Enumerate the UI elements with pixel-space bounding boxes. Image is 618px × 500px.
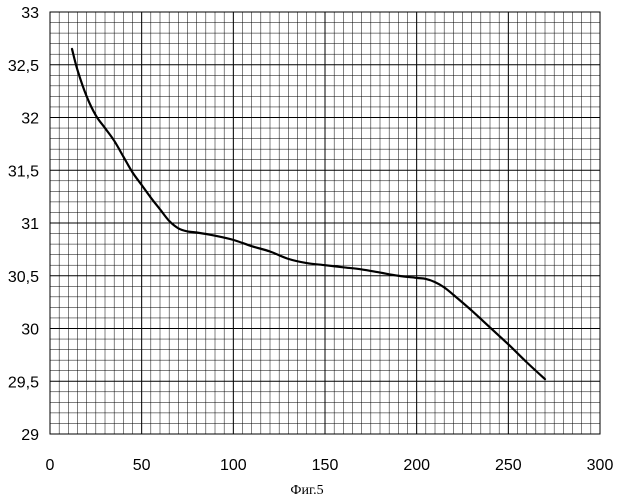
x-tick-label: 250 — [495, 457, 522, 474]
series-layer — [72, 49, 545, 379]
x-tick-labels: 0 50 100 150 200 250 300 — [46, 457, 614, 474]
x-tick-label: 200 — [403, 457, 430, 474]
y-tick-label: 29 — [21, 427, 39, 444]
x-tick-label: 100 — [220, 457, 247, 474]
y-tick-label: 33 — [21, 5, 39, 22]
x-tick-label: 0 — [46, 457, 55, 474]
x-tick-label: 50 — [133, 457, 151, 474]
y-tick-label: 30 — [21, 322, 39, 339]
y-tick-label: 31,5 — [8, 163, 39, 180]
y-tick-labels: 29 29,5 30 30,5 31 31,5 32 32,5 33 — [8, 5, 39, 444]
figure-caption: Фиг.5 — [290, 483, 323, 498]
x-tick-label: 150 — [312, 457, 339, 474]
y-tick-label: 29,5 — [8, 374, 39, 391]
y-tick-label: 32,5 — [8, 58, 39, 75]
y-tick-label: 30,5 — [8, 269, 39, 286]
x-tick-label: 300 — [587, 457, 614, 474]
series-line-0 — [72, 49, 545, 379]
y-tick-label: 32 — [21, 111, 39, 128]
y-tick-label: 31 — [21, 216, 39, 233]
